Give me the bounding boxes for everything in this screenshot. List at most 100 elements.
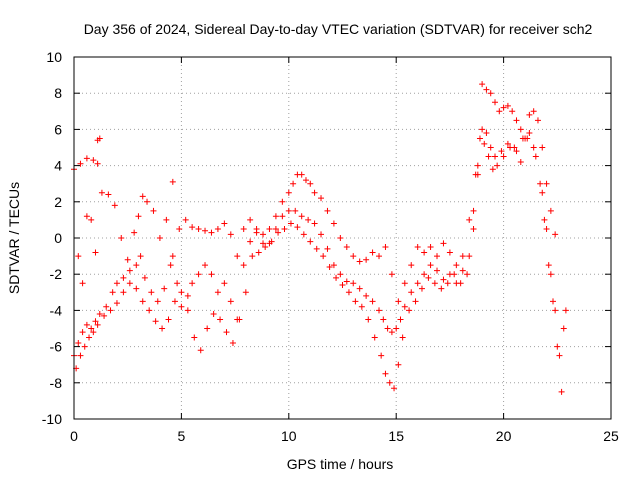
data-point [380,316,387,323]
data-point [440,276,447,283]
y-tick-label: 8 [54,85,62,101]
data-point [103,303,110,310]
data-point [365,316,372,323]
data-point [393,325,400,332]
data-point [275,229,282,236]
data-point [240,225,247,232]
data-point [552,231,559,238]
data-point [221,220,228,227]
series-trace-d [75,135,103,287]
data-point [133,285,140,292]
data-point [330,262,337,269]
data-point [120,289,127,296]
data-point [300,231,307,238]
x-tick-label: 15 [388,428,404,444]
data-point [500,153,507,160]
data-point [444,280,451,287]
data-point [446,249,453,256]
data-point [476,135,483,142]
y-tick-label: 0 [54,230,62,246]
data-point [217,316,224,323]
data-points [71,81,569,395]
data-point [333,274,340,281]
data-point [191,334,198,341]
data-point [408,262,415,269]
data-point [376,307,383,314]
data-point [79,329,86,336]
data-point [401,280,408,287]
data-point [431,280,438,287]
data-point [324,207,331,214]
data-point [343,244,350,251]
data-point [421,249,428,256]
data-point [260,240,267,247]
data-point [487,90,494,97]
y-tick-label: -2 [50,266,63,282]
data-point [287,220,294,227]
y-tick-label: -4 [50,302,63,318]
data-point [94,321,101,328]
data-point [560,325,567,332]
data-point [537,180,544,187]
data-point [345,289,352,296]
data-point [504,140,511,147]
x-tick-label: 10 [281,428,297,444]
data-point [113,280,120,287]
y-tick-label: 10 [46,49,62,65]
data-point [496,108,503,115]
data-point [552,307,559,314]
data-point [326,263,333,270]
data-point [176,225,183,232]
x-tick-label: 20 [496,428,512,444]
data-point [171,298,178,305]
data-point [285,189,292,196]
data-point [330,220,337,227]
data-point [356,258,363,265]
data-point [227,298,234,305]
data-point [113,300,120,307]
data-point [81,343,88,350]
data-point [311,189,318,196]
data-point [399,334,406,341]
data-point [386,379,393,386]
data-point [556,352,563,359]
data-point [184,292,191,299]
data-point [513,117,520,124]
data-point [159,325,166,332]
data-point [184,307,191,314]
data-point [240,262,247,269]
data-point [260,231,267,238]
data-point [195,271,202,278]
data-point [534,117,541,124]
data-point [141,274,148,281]
data-point [247,216,254,223]
data-point [223,329,230,336]
data-point [133,262,140,269]
data-point [221,280,228,287]
x-tick-label: 5 [178,428,186,444]
data-point [337,235,344,241]
data-point [298,213,305,220]
data-point [94,160,101,167]
data-point [214,289,221,296]
data-point [356,285,363,292]
y-tick-label: 2 [54,194,62,210]
data-point [90,329,97,336]
data-point [298,171,305,178]
data-point [90,157,97,164]
data-point [118,235,125,241]
data-point [178,289,185,296]
data-point [139,298,146,305]
data-point [313,245,320,252]
y-tick-label: -10 [42,411,62,427]
data-point [339,282,346,289]
data-point [272,225,279,232]
data-point [111,202,118,209]
data-point [554,343,561,350]
data-point [470,225,477,232]
data-point [388,329,395,336]
data-point [481,140,488,147]
data-point [543,180,550,187]
y-tick-label: 4 [54,158,62,174]
data-point [229,339,236,346]
